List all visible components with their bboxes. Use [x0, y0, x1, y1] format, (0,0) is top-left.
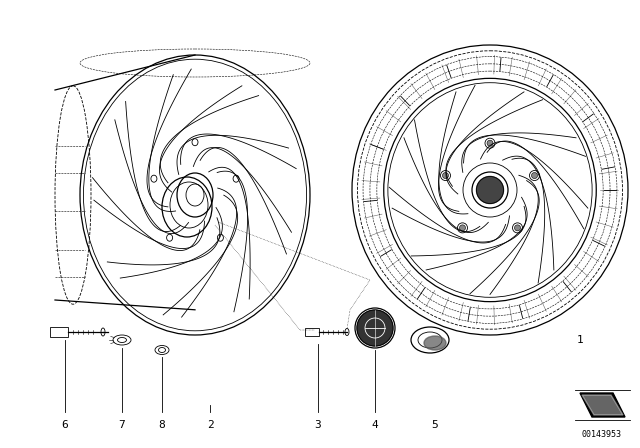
Bar	[50, 327, 68, 337]
Text: 1: 1	[577, 335, 584, 345]
Circle shape	[460, 225, 465, 231]
Circle shape	[531, 172, 538, 179]
Circle shape	[487, 140, 493, 146]
Text: 4: 4	[372, 420, 378, 430]
Circle shape	[515, 225, 520, 231]
Circle shape	[357, 310, 393, 346]
Polygon shape	[582, 395, 623, 415]
Ellipse shape	[424, 336, 446, 350]
Text: 5: 5	[431, 420, 438, 430]
Text: 8: 8	[159, 420, 165, 430]
Bar	[305, 328, 319, 336]
Circle shape	[442, 172, 449, 179]
Polygon shape	[580, 393, 625, 417]
Text: 00143953: 00143953	[582, 430, 622, 439]
Text: 7: 7	[118, 420, 125, 430]
Text: 2: 2	[207, 420, 213, 430]
Text: 6: 6	[61, 420, 68, 430]
Circle shape	[477, 177, 504, 203]
Text: 3: 3	[315, 420, 321, 430]
